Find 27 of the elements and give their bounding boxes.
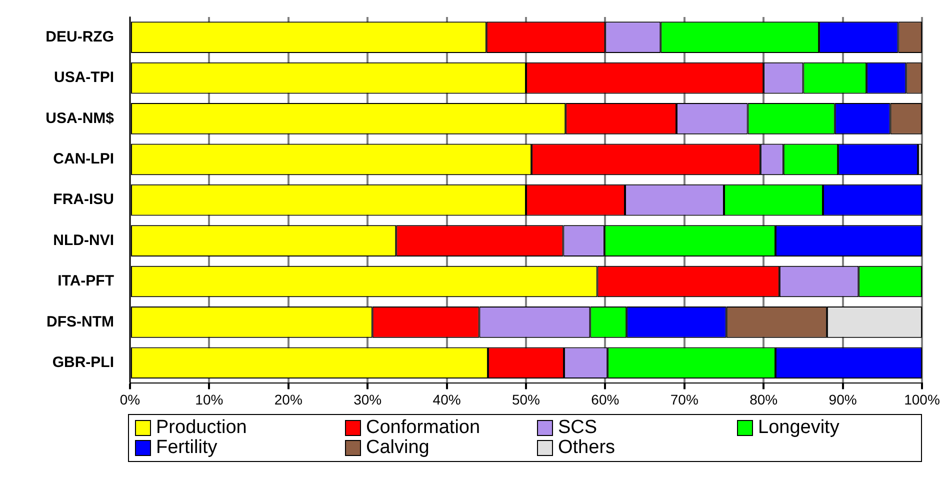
y-tick-label: ITA-PFT — [58, 272, 114, 290]
y-tick-label: USA-TPI — [54, 69, 114, 86]
x-tick-label: 20% — [274, 391, 302, 408]
y-tick-label: GBR-PLI — [52, 354, 114, 371]
x-tick-label: 50% — [512, 391, 540, 408]
y-tick-label: CAN-LPI — [53, 150, 114, 168]
y-tick-label: NLD-NVI — [53, 232, 114, 249]
x-tick-label: 40% — [432, 391, 461, 408]
x-tick-label: 90% — [828, 391, 857, 408]
x-tick-label: 30% — [354, 391, 382, 408]
legend-label: Others — [558, 437, 616, 459]
legend-label: Calving — [366, 437, 430, 459]
y-tick-label: DFS-NTM — [46, 313, 114, 330]
x-tick-label: 70% — [670, 391, 698, 408]
legend-label: Conformation — [366, 417, 480, 439]
x-tick-label: 80% — [750, 391, 778, 408]
x-tick-label: 100% — [904, 391, 940, 408]
legend-label: Fertility — [156, 437, 218, 459]
x-tick-label: 10% — [195, 391, 224, 408]
y-tick-label: FRA-ISU — [53, 191, 114, 208]
x-tick-label: 60% — [591, 391, 620, 408]
legend-label: Longevity — [758, 417, 840, 439]
x-tick-label: 0% — [120, 391, 140, 408]
text: Production — [156, 417, 247, 439]
legend-label: SCS — [558, 417, 598, 439]
y-tick-label: DEU-RZG — [46, 28, 114, 46]
y-tick-label: USA-NM$ — [46, 110, 115, 127]
